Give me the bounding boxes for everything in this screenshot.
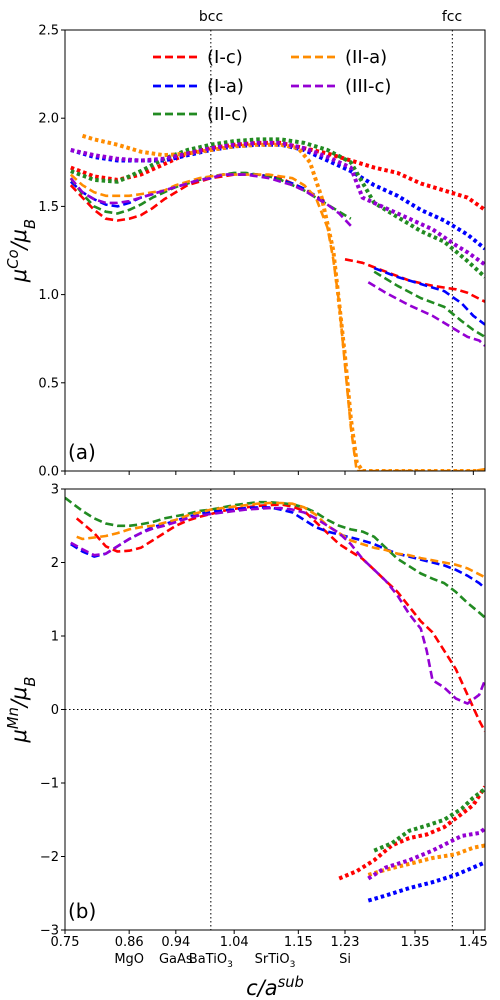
legend-label: (II-a) [345,47,387,68]
substrate-label: SrTiO3 [255,952,296,970]
series-line-i-c-dotted [70,140,485,212]
series-line-i-a-dashed [373,266,485,326]
fcc-label: fcc [442,9,462,25]
series-group [65,496,485,903]
y-tick-label: 2.0 [38,112,59,127]
x-axis-label: c/asub​ [246,974,304,1000]
y-tick-label: −2 [40,850,59,865]
substrate-label: BaTiO3 [189,952,233,970]
series-line-ii-c-dashed [373,270,485,339]
series-group [69,133,485,471]
legend-label: (III-c) [345,76,391,97]
series-line-ii-c-dotted [373,787,485,853]
y-tick-label: 0.5 [38,376,59,391]
panel-a: 0.00.51.01.52.02.5(a)μCo​/μB​(I-c)(I-a)(… [5,24,486,480]
axes-frame [64,29,486,472]
y-tick-label: −1 [40,777,59,792]
series-line-iii-c-dotted [70,140,485,267]
legend-label: (I-c) [207,47,243,68]
y-tick-label: −3 [40,924,59,939]
series-line-ii-c-dashed [65,496,485,619]
series-line-i-a-dashed [69,173,329,208]
x-tick-label: 1.35 [401,935,430,950]
y-axis-label: μCo​/μB​ [5,219,39,283]
x-tick-label: 1.45 [459,935,488,950]
x-tick-label: 0.86 [115,935,144,950]
bcc-label: bcc [199,9,223,25]
substrate-label: GaAs [159,952,193,967]
y-tick-label: 1.0 [38,288,59,303]
series-line-ii-a-dotted [81,133,485,471]
y-tick-label: 0 [51,703,59,718]
y-tick-label: 1 [51,630,59,645]
x-tick-label: 0.94 [161,935,190,950]
series-line-i-a-dotted [367,860,485,903]
y-axis-label: μMn​/μB​ [5,677,39,744]
legend-label: (II-c) [207,104,248,125]
y-tick-label: 0.0 [38,465,59,480]
x-tick-label: 0.75 [51,935,80,950]
series-line-ii-c-dotted [70,137,485,279]
panel-label: (a) [68,440,96,464]
legend: (I-c) (I-a) (II-c) (II-a) (III-c) [153,47,391,125]
series-line-i-a-dashed [70,506,485,590]
series-line-iii-c-dashed [70,506,485,705]
panel-b: −3 −2 −1 0 1 2 3 0.75 0.86 0.94 1.04 1.15 1.23 1.35 1.… [5,483,488,1000]
y-tick-label: 2 [51,556,59,571]
substrate-label: Si [339,952,351,967]
panel-label: (b) [68,899,96,923]
series-line-iii-c-dashed [367,281,485,347]
x-tick-label: 1.15 [284,935,313,950]
series-line-iii-c-dotted [367,827,485,881]
series-line-ii-a-dashed [76,501,485,579]
substrate-label: MgO [114,952,144,967]
series-line-ii-a-dotted [367,843,485,877]
y-tick-label: 3 [51,483,59,498]
x-tick-label: 1.04 [220,935,249,950]
series-line-ii-a-dashed [69,173,485,471]
series-line-i-c-dotted [338,785,485,881]
y-tick-label: 2.5 [38,24,59,39]
x-tick-label: 1.23 [331,935,360,950]
series-line-iii-c-dashed [69,173,352,227]
series-line-i-c-dashed [75,503,485,733]
legend-label: (I-a) [207,76,244,97]
series-line-i-c-dashed [344,258,485,303]
y-tick-label: 1.5 [38,200,59,215]
